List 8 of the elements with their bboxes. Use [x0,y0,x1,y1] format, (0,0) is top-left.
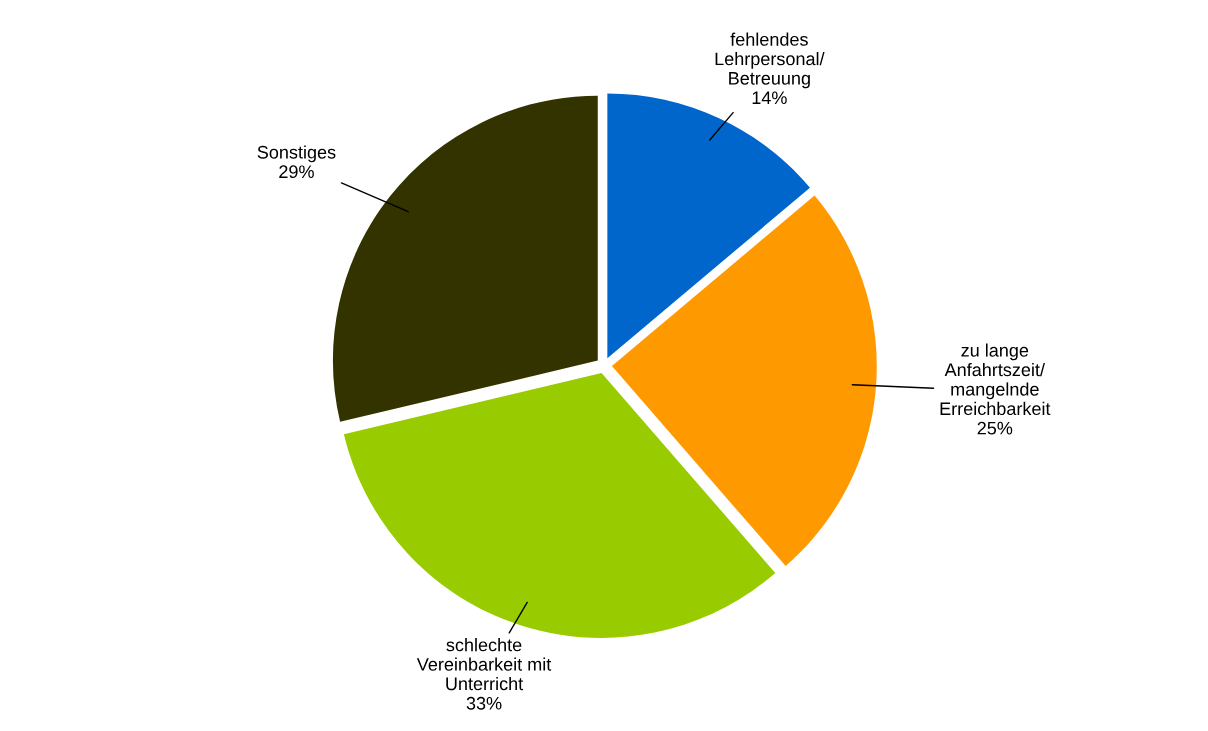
slice-label: zu lange Anfahrtszeit/ mangelnde Erreichbarkeit [940,343,1051,416]
slice-label: fehlendes Lehrpersonal/ Betreuung [715,32,825,89]
data-label: 25% [977,421,1013,435]
slice-label: Sonstiges [257,145,336,163]
slice-label: schlechte Vereinbarkeit mit Unterricht [416,638,552,691]
data-label: 33% [466,696,502,710]
data-label: 29% [279,165,314,179]
data-label: 14% [752,91,787,105]
